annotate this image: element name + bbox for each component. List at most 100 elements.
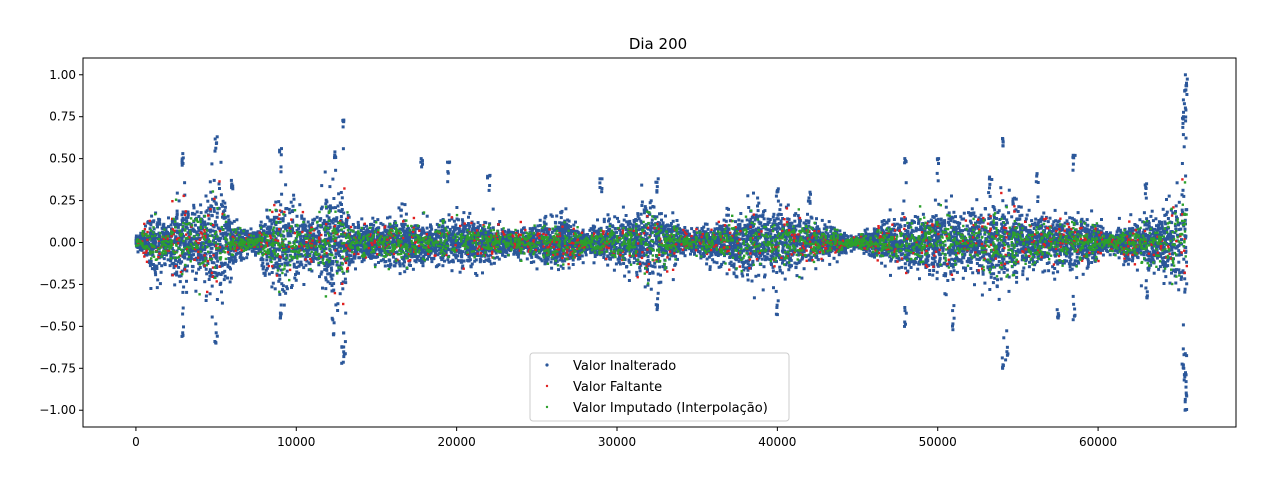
scatter-point [639, 263, 643, 267]
scatter-point [1123, 254, 1127, 258]
scatter-point [207, 278, 211, 281]
scatter-point [797, 261, 801, 265]
scatter-point [748, 221, 752, 225]
scatter-point [291, 204, 295, 208]
scatter-point [789, 242, 793, 246]
scatter-point [752, 231, 756, 235]
scatter-point [964, 269, 967, 272]
scatter-point [1018, 214, 1022, 218]
scatter-point [472, 222, 476, 226]
scatter-point [198, 258, 202, 262]
scatter-point [334, 218, 338, 222]
scatter-point [932, 224, 936, 228]
scatter-point [143, 237, 147, 241]
scatter-point [561, 259, 565, 263]
scatter-point [415, 249, 419, 253]
scatter-point [398, 264, 402, 268]
scatter-point [843, 231, 846, 235]
scatter-point [207, 238, 211, 242]
scatter-point [626, 233, 630, 237]
scatter-point [1143, 234, 1147, 238]
scatter-point [662, 265, 666, 269]
scatter-point [821, 258, 825, 262]
scatter-point [1002, 215, 1006, 219]
scatter-point [221, 199, 225, 203]
scatter-point [504, 233, 508, 237]
scatter-point [867, 232, 871, 236]
scatter-point [226, 228, 230, 232]
scatter-point [975, 198, 979, 202]
scatter-point [784, 263, 788, 267]
scatter-point [462, 259, 466, 263]
scatter-point [298, 203, 302, 207]
scatter-point [1001, 248, 1005, 252]
scatter-point [992, 272, 996, 276]
scatter-point [186, 257, 190, 261]
scatter-point [318, 242, 322, 246]
scatter-point [969, 250, 973, 253]
scatter-point [638, 243, 642, 247]
scatter-point [371, 251, 375, 255]
scatter-point [270, 239, 273, 243]
scatter-point [784, 237, 788, 240]
scatter-point [156, 225, 159, 229]
scatter-point [771, 222, 775, 226]
scatter-point [968, 229, 972, 233]
scatter-point [512, 252, 516, 256]
scatter-point [555, 214, 559, 218]
scatter-point [441, 256, 445, 260]
scatter-point [716, 254, 720, 257]
scatter-point [339, 249, 343, 253]
scatter-point [568, 237, 572, 241]
scatter-point [569, 228, 573, 232]
scatter-point [134, 234, 138, 238]
scatter-point [596, 218, 599, 222]
scatter-point [236, 251, 240, 255]
scatter-point [987, 230, 990, 234]
scatter-point [1081, 272, 1085, 276]
scatter-point [1012, 271, 1016, 275]
scatter-point [140, 248, 144, 252]
scatter-point [323, 254, 327, 258]
scatter-point [155, 267, 159, 270]
scatter-point [264, 268, 268, 272]
scatter-point [707, 233, 710, 237]
scatter-point [1073, 244, 1077, 248]
scatter-point [872, 254, 876, 258]
scatter-point [181, 210, 185, 214]
scatter-point [805, 244, 809, 248]
scatter-point [1143, 223, 1147, 227]
scatter-point [284, 261, 287, 265]
scatter-point [627, 258, 631, 262]
scatter-point [563, 231, 567, 235]
scatter-point [581, 261, 585, 265]
scatter-point [450, 217, 454, 221]
scatter-point [724, 219, 728, 223]
scatter-point [993, 249, 997, 253]
scatter-point [497, 246, 500, 250]
scatter-point [403, 203, 407, 207]
scatter-point [259, 247, 263, 251]
scatter-point [903, 224, 907, 227]
scatter-point [283, 250, 287, 254]
scatter-point [776, 230, 779, 234]
scatter-point [636, 214, 640, 218]
scatter-point [320, 270, 324, 274]
scatter-point [285, 285, 289, 289]
scatter-point [756, 209, 760, 213]
scatter-point [632, 256, 636, 260]
scatter-point [540, 239, 544, 243]
scatter-point [456, 242, 460, 246]
scatter-point [291, 218, 295, 222]
scatter-point [373, 263, 377, 267]
scatter-point [1016, 230, 1020, 234]
scatter-point [325, 227, 329, 231]
scatter-point [352, 238, 356, 242]
scatter-point [688, 232, 691, 236]
scatter-point [481, 271, 484, 275]
scatter-point [172, 266, 176, 270]
scatter-point [895, 233, 899, 237]
scatter-point [646, 283, 650, 287]
scatter-point [960, 261, 964, 265]
scatter-point [151, 263, 155, 266]
